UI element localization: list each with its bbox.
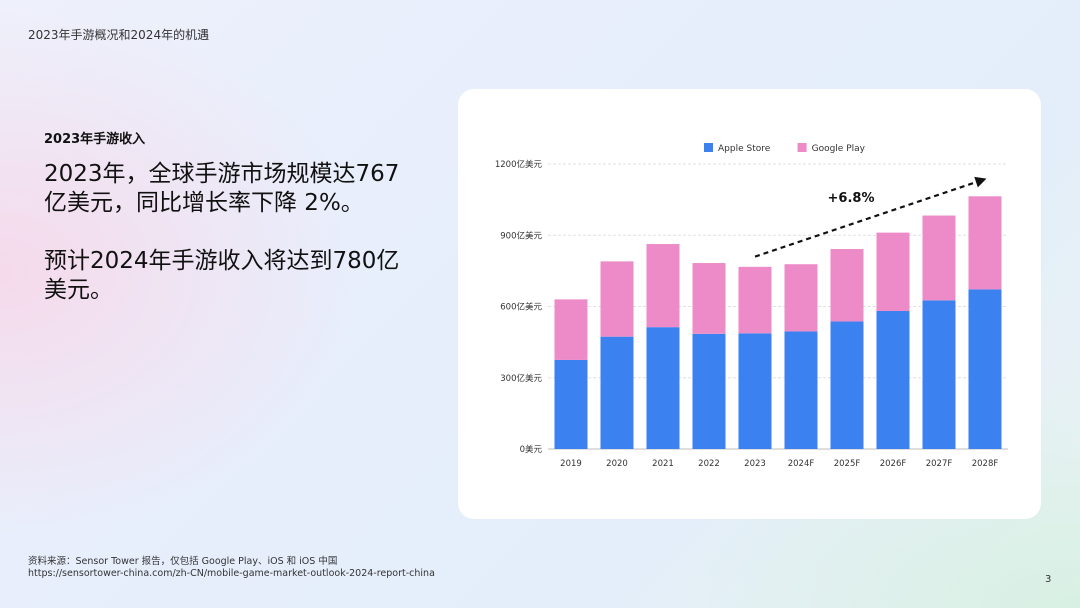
bar-segment — [646, 244, 680, 328]
bar-segment — [784, 264, 818, 332]
bar-segment — [922, 300, 956, 449]
x-tick-label: 2021 — [652, 459, 674, 469]
bar-segment — [876, 311, 910, 449]
bar-segment — [830, 249, 864, 322]
headline-paragraph-market-size: 2023年，全球手游市场规模达767亿美元，同比增长率下降 2%。 — [44, 161, 400, 216]
bar-segment — [646, 327, 680, 449]
headline-text: 2023年，全球手游市场规模达767亿美元，同比增长率下降 2%。 预计2024… — [44, 160, 404, 305]
legend-label: Google Play — [812, 144, 866, 154]
growth-annotation-label: +6.8% — [828, 191, 875, 206]
y-tick-label: 900亿美元 — [500, 230, 542, 241]
x-tick-label: 2025F — [834, 459, 861, 469]
page-number: 3 — [1045, 574, 1052, 585]
chart-card: 0美元 300亿美元 600亿美元 900亿美元 1200亿美元 2019 2020 2021… — [458, 89, 1041, 519]
growth-arrow-line — [754, 180, 978, 258]
bar-segment — [876, 232, 910, 312]
y-tick-label: 1200亿美元 — [495, 159, 543, 170]
slide-header-title: 2023年手游概况和2024年的机遇 — [28, 28, 210, 42]
bar-segment — [968, 289, 1002, 449]
y-tick-label: 0美元 — [520, 444, 543, 455]
x-tick-label: 2019 — [560, 459, 582, 469]
y-tick-label: 300亿美元 — [500, 373, 542, 384]
section-label: 2023年手游收入 — [44, 132, 146, 147]
bar-segment — [554, 359, 588, 449]
x-tick-label: 2023 — [744, 459, 766, 469]
legend-swatch — [704, 143, 713, 152]
bar-segment — [692, 263, 726, 334]
bar-segment — [554, 299, 588, 360]
x-tick-label: 2027F — [926, 459, 953, 469]
footer-source-url[interactable]: https://sensortower-china.com/zh-CN/mobi… — [28, 568, 435, 579]
bar-segment — [600, 261, 634, 337]
growth-arrow-head — [974, 176, 987, 188]
y-tick-label: 600亿美元 — [500, 302, 542, 313]
bar-segment — [968, 196, 1002, 290]
bar-segment — [692, 333, 726, 449]
footer-source: 资料来源：Sensor Tower 报告，仅包括 Google Play、iOS… — [28, 556, 435, 580]
legend-swatch — [797, 143, 807, 152]
x-tick-label: 2022 — [698, 459, 720, 469]
bar-segment — [784, 331, 818, 449]
bar-segment — [738, 333, 772, 449]
footer-source-text: 资料来源：Sensor Tower 报告，仅包括 Google Play、iOS… — [28, 556, 338, 567]
x-tick-label: 2020 — [606, 459, 628, 469]
bar-segment — [738, 266, 772, 334]
x-tick-label: 2028F — [972, 459, 999, 469]
legend-label: Apple Store — [718, 144, 771, 154]
bar-segment — [600, 336, 634, 449]
revenue-bar-chart: 0美元 300亿美元 600亿美元 900亿美元 1200亿美元 2019 2020 2021… — [495, 143, 1008, 469]
bar-segment — [830, 321, 864, 449]
x-tick-label: 2026F — [880, 459, 907, 469]
headline-paragraph-forecast: 预计2024年手游收入将达到780亿美元。 — [44, 248, 400, 303]
bar-segment — [922, 215, 956, 301]
x-tick-label: 2024F — [788, 459, 815, 469]
